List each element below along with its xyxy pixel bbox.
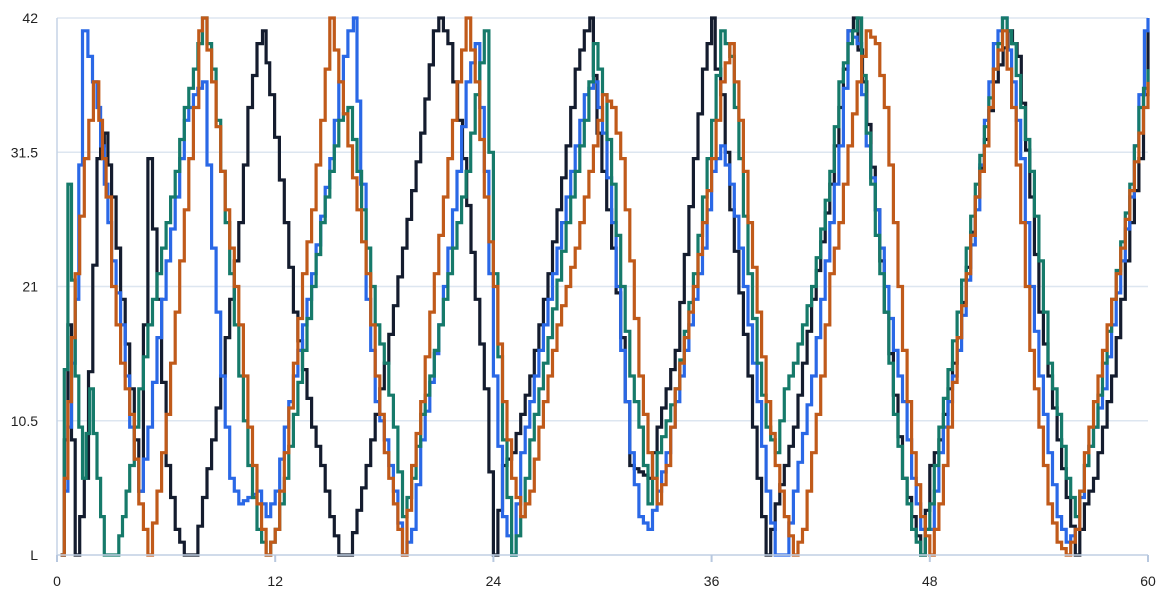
x-tick-label: 36 [704,573,720,589]
y-tick-labels: L 10.5 21 31.5 42 [11,10,38,563]
series-layer [60,16,1150,557]
y-tick-label: 10.5 [11,413,38,429]
y-tick-label: 31.5 [11,144,38,160]
x-tick-label: 24 [486,573,502,589]
x-tick-labels: 0 12 24 36 48 60 [53,573,1156,589]
axes [56,18,1149,562]
x-tick-label: 0 [53,573,61,589]
series-line-4 [60,16,1150,557]
x-tick-label: 48 [922,573,938,589]
series-line-3 [60,16,1150,557]
y-tick-label: 21 [22,279,38,295]
y-tick-label: 42 [22,10,38,26]
y-tick-label: L [30,547,38,563]
x-tick-label: 12 [267,573,283,589]
x-tick-label: 60 [1140,573,1156,589]
